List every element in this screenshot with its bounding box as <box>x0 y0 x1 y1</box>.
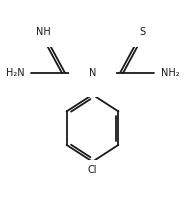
Text: N: N <box>89 68 96 78</box>
Text: H₂N: H₂N <box>6 68 24 78</box>
Text: S: S <box>139 27 145 37</box>
Text: NH₂: NH₂ <box>161 68 179 78</box>
Text: NH: NH <box>36 27 50 37</box>
Text: Cl: Cl <box>88 164 97 175</box>
